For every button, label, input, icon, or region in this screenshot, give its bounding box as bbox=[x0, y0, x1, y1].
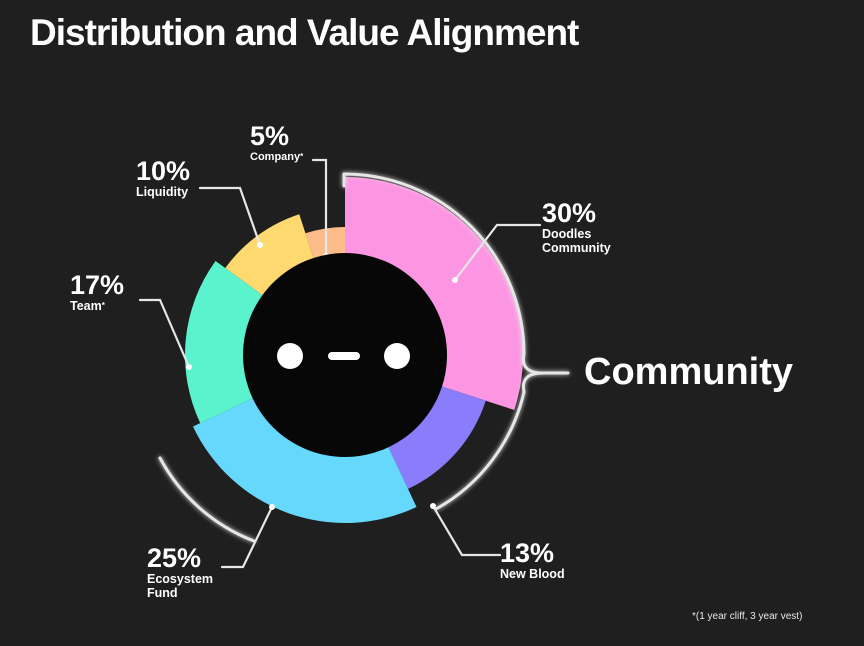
pct-liquidity: 10% bbox=[136, 156, 191, 186]
face bbox=[243, 253, 447, 457]
community-bracket-arc bbox=[342, 172, 526, 511]
leader-new-blood bbox=[431, 504, 502, 557]
leader-dot-team bbox=[186, 364, 192, 370]
leader-dot-doodles-community bbox=[452, 277, 458, 283]
label-ecosystem-fund: 25% Ecosystem Fund bbox=[147, 544, 213, 600]
pct-company: 5% bbox=[250, 121, 290, 151]
leader-ecosystem bbox=[220, 505, 274, 569]
leader-community bbox=[453, 223, 542, 282]
leader-dot-ecosystem-fund bbox=[269, 504, 275, 510]
name-liquidity: Liquidity bbox=[136, 185, 189, 199]
community-bracket-connector bbox=[521, 352, 570, 394]
name-company: Company bbox=[250, 151, 301, 163]
leader-dot-liquidity bbox=[257, 242, 263, 248]
label-liquidity: 10% Liquidity bbox=[136, 157, 190, 199]
leader-team bbox=[138, 298, 191, 369]
leader-liquidity bbox=[198, 186, 262, 247]
pct-doodles-community: 30% bbox=[542, 198, 597, 228]
name-doodles-community-line2: Community bbox=[542, 241, 611, 255]
leader-company bbox=[311, 158, 328, 258]
ecosystem-bracket-arc bbox=[158, 456, 256, 543]
footnote: *(1 year cliff, 3 year vest) bbox=[692, 611, 803, 622]
pct-team: 17% bbox=[70, 270, 125, 300]
label-team: 17% Team* bbox=[70, 271, 124, 313]
mouth bbox=[328, 352, 360, 360]
pct-ecosystem-fund: 25% bbox=[147, 543, 202, 573]
chart-title: Distribution and Value Alignment bbox=[30, 12, 579, 53]
name-team: Team bbox=[70, 299, 102, 313]
community-group-label: Community bbox=[584, 351, 793, 393]
slice-team bbox=[185, 260, 268, 424]
company-asterisk: * bbox=[300, 152, 304, 161]
right-eye bbox=[384, 343, 410, 369]
name-ecosystem-fund-line1: Ecosystem bbox=[147, 572, 214, 586]
name-new-blood: New Blood bbox=[500, 567, 565, 581]
slice-liquidity bbox=[225, 214, 316, 299]
slice-doodles-community bbox=[345, 177, 524, 411]
left-eye bbox=[277, 343, 303, 369]
slice-ecosystem-fund bbox=[192, 395, 417, 523]
name-ecosystem-fund-line2: Fund bbox=[147, 586, 178, 600]
label-doodles-community: 30% Doodles Community bbox=[542, 199, 611, 255]
name-doodles-community-line1: Doodles bbox=[542, 227, 592, 241]
label-company: 5% Company* bbox=[250, 122, 303, 164]
leader-dot-new-blood bbox=[430, 503, 436, 509]
label-new-blood: 13% New Blood bbox=[500, 539, 565, 581]
team-asterisk: * bbox=[101, 301, 105, 310]
pct-new-blood: 13% bbox=[500, 538, 555, 568]
slice-new-blood bbox=[385, 384, 486, 489]
